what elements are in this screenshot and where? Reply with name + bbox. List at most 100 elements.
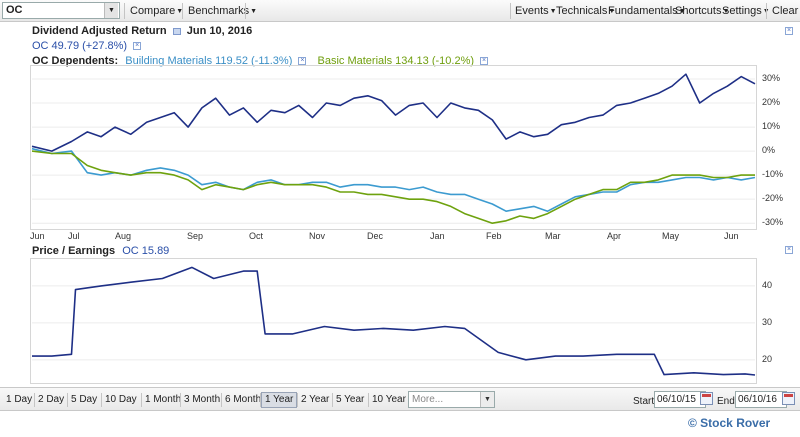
building-materials-label: Building Materials 119.52 (-11.3%): [125, 55, 293, 67]
series-lines: [32, 266, 756, 376]
events-menu-label: Events: [515, 5, 549, 17]
chart2-title-text: Price / Earnings: [32, 245, 116, 257]
x-tick-label: Aug: [115, 231, 132, 241]
gridlines: [32, 285, 755, 361]
pe-series-label: OC 15.89: [122, 245, 170, 257]
x-tick-label: May: [662, 231, 680, 241]
x-tick-label: Jul: [68, 231, 80, 241]
range-button-3-month[interactable]: 3 Month: [184, 394, 221, 405]
end-label: End: [717, 396, 735, 407]
chart2-title: Price / Earnings OC 15.89: [32, 245, 169, 257]
clear-button[interactable]: Clear: [772, 5, 798, 17]
y-tick-label: 20: [762, 353, 773, 364]
benchmarks-menu[interactable]: Benchmarks▼: [188, 5, 257, 17]
caret-down-icon: ▼: [250, 8, 258, 15]
divider: [101, 393, 102, 407]
range-button-1-month[interactable]: 1 Month: [145, 394, 182, 405]
calendar-icon[interactable]: [782, 392, 795, 405]
y-tick-label: 0%: [762, 145, 776, 156]
x-tick-label: Mar: [545, 231, 561, 241]
chevron-down-icon[interactable]: ▼: [480, 392, 494, 407]
divider: [766, 3, 767, 19]
y-tick-label: 10%: [762, 121, 781, 132]
range-button-10-year[interactable]: 10 Year: [372, 394, 406, 405]
y-tick-label: 30%: [762, 73, 781, 83]
clear-button-label: Clear: [772, 5, 799, 17]
divider: [182, 3, 183, 19]
start-date-input[interactable]: 06/10/15: [654, 391, 706, 408]
series-lines: [31, 73, 756, 224]
range-button-5-day[interactable]: 5 Day: [71, 394, 98, 405]
caret-down-icon: ▼: [608, 8, 616, 15]
compare-menu[interactable]: Compare▼: [130, 5, 183, 17]
divider: [141, 393, 142, 407]
gridlines: [32, 78, 755, 224]
x-tick-label: Nov: [309, 231, 326, 241]
more-range-select[interactable]: More... ▼: [408, 391, 495, 408]
caret-down-icon: ▼: [549, 8, 557, 15]
range-button-5-year[interactable]: 5 Year: [336, 394, 365, 405]
y-tick-label: -20%: [762, 193, 784, 204]
x-tick-label: Dec: [367, 231, 384, 241]
x-tick-label: Jan: [430, 231, 445, 241]
caret-down-icon: ▼: [176, 8, 184, 15]
x-tick-label: Jun: [724, 231, 739, 241]
shortcuts-menu-label: Shortcuts: [675, 5, 722, 17]
basic-materials-label: Basic Materials 134.13 (-10.2%): [317, 55, 475, 67]
range-button-1-day[interactable]: 1 Day: [6, 394, 33, 405]
close-icon[interactable]: ×: [133, 42, 142, 51]
divider: [297, 393, 298, 407]
benchmarks-menu-label: Benchmarks: [188, 5, 250, 17]
y-tick-label: -10%: [762, 169, 784, 180]
chart1-title-text: Dividend Adjusted Return: [32, 25, 167, 37]
chevron-down-icon[interactable]: ▼: [104, 3, 118, 18]
divider: [124, 3, 125, 19]
flag-icon[interactable]: [172, 27, 181, 35]
shortcuts-menu[interactable]: Shortcuts▼: [675, 5, 729, 17]
range-button-1-year[interactable]: 1 Year: [261, 392, 298, 408]
divider: [368, 393, 369, 407]
chart1-frame: [30, 65, 757, 230]
divider: [332, 393, 333, 407]
divider: [34, 393, 35, 407]
dependents-label: OC Dependents:: [32, 55, 119, 67]
divider: [180, 393, 181, 407]
y-tick-label: 20%: [762, 97, 781, 108]
events-menu[interactable]: Events▼: [515, 5, 557, 17]
dependents-row: OC Dependents: Building Materials 119.52…: [32, 55, 489, 67]
range-button-2-day[interactable]: 2 Day: [38, 394, 65, 405]
range-button-2-year[interactable]: 2 Year: [301, 394, 330, 405]
end-date-input[interactable]: 06/10/16: [735, 391, 787, 408]
calendar-icon[interactable]: [700, 392, 713, 405]
close-chart2-button[interactable]: ×: [782, 244, 793, 256]
divider: [221, 393, 222, 407]
y-tick-label: -30%: [762, 217, 784, 228]
copyright-logo: © Stock Rover: [688, 416, 771, 430]
series-line: [31, 150, 755, 224]
close-chart1-button[interactable]: ×: [782, 25, 793, 37]
chart2-frame: [30, 258, 757, 384]
caret-down-icon: ▼: [722, 8, 730, 15]
x-tick-label: Apr: [607, 231, 622, 241]
close-icon: ×: [785, 246, 793, 255]
x-tick-label: Oct: [249, 231, 264, 241]
range-button-6-month[interactable]: 6 Month: [225, 394, 262, 405]
technicals-menu-label: Technicals: [556, 5, 608, 17]
top-toolbar: OC ▼ Compare▼ Benchmarks▼ Events▼ Techni…: [0, 0, 800, 22]
close-icon[interactable]: ×: [298, 57, 307, 66]
x-tick-label: Jun: [30, 231, 45, 241]
range-bar: 1 Day 2 Day 5 Day 10 Day 1 Month 3 Month 6 Mon…: [0, 387, 800, 411]
symbol-input[interactable]: OC ▼: [2, 2, 120, 19]
chart1-date: Jun 10, 2016: [186, 25, 253, 37]
close-icon[interactable]: ×: [480, 57, 489, 66]
technicals-menu[interactable]: Technicals▼: [556, 5, 615, 17]
fundamentals-menu-label: Fundamentals: [608, 5, 678, 17]
fundamentals-menu[interactable]: Fundamentals▼: [608, 5, 686, 17]
more-range-value: More...: [412, 394, 444, 405]
divider: [245, 3, 246, 19]
series-line: [31, 147, 756, 212]
range-button-10-day[interactable]: 10 Day: [105, 394, 137, 405]
symbol-value: OC: [6, 4, 23, 16]
